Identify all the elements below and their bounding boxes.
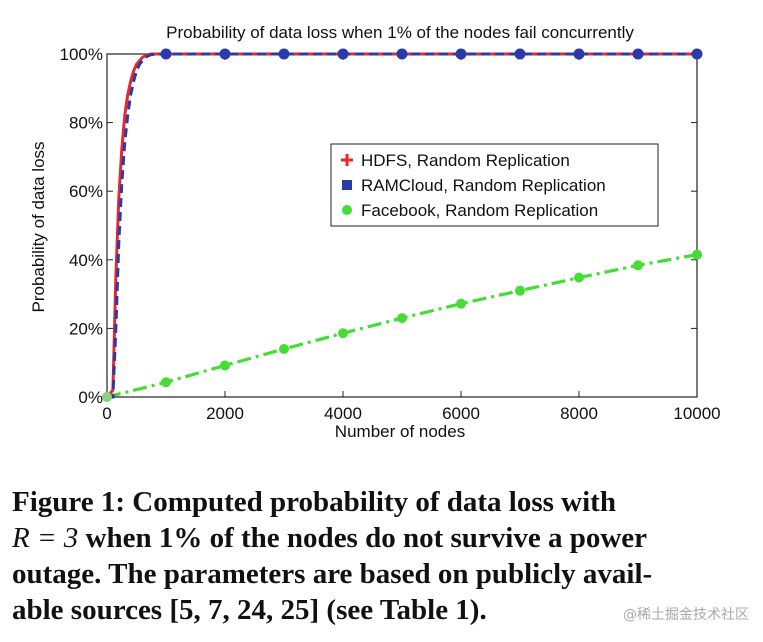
series-facebook-point bbox=[515, 285, 525, 296]
legend-entry: HDFS, Random Replication bbox=[361, 151, 570, 170]
series-facebook-point bbox=[338, 328, 348, 339]
series-facebook-point bbox=[279, 343, 289, 354]
x-tick-label: 8000 bbox=[560, 404, 598, 423]
legend-ramcloud-marker bbox=[342, 180, 352, 190]
series-ramcloud-point bbox=[632, 48, 644, 60]
legend-box bbox=[330, 143, 659, 227]
series-facebook-point bbox=[161, 377, 171, 388]
figure-caption: Figure 1: Computed probability of data l… bbox=[12, 484, 752, 628]
series-facebook-line bbox=[106, 253, 698, 399]
caption-line-1: Figure 1: Computed probability of data l… bbox=[12, 486, 616, 518]
y-tick-label: 40% bbox=[69, 251, 103, 270]
chart-figure: Probability of data loss when 1% of the … bbox=[29, 23, 721, 441]
y-tick-label: 0% bbox=[78, 388, 103, 407]
x-tick-label: 10000 bbox=[673, 404, 720, 423]
legend-facebook-marker bbox=[342, 205, 352, 215]
y-tick-label: 60% bbox=[69, 182, 103, 201]
series-ramcloud-point bbox=[514, 48, 526, 60]
series-facebook-point bbox=[633, 260, 643, 271]
series-ramcloud-point bbox=[160, 48, 172, 60]
caption-line-2: R = 3 when 1% of the nodes do not surviv… bbox=[12, 520, 752, 556]
series-facebook-point bbox=[220, 360, 230, 371]
series-ramcloud-point bbox=[396, 48, 408, 60]
series-ramcloud-point bbox=[691, 48, 703, 60]
legend-entry: Facebook, Random Replication bbox=[361, 201, 598, 220]
watermark: @稀土掘金技术社区 bbox=[623, 607, 749, 623]
plot-area: 0 2000 4000 6000 8000 10000 0% 20% 40% 60% 80% 100%… bbox=[60, 45, 721, 423]
line-chart: Probability of data loss when 1% of the … bbox=[29, 23, 721, 441]
series-facebook-point bbox=[397, 313, 407, 324]
series-ramcloud-line bbox=[107, 52, 697, 399]
series-ramcloud-point bbox=[337, 48, 349, 60]
y-tick-label: 20% bbox=[69, 319, 103, 338]
series-ramcloud-point bbox=[219, 48, 231, 60]
series-ramcloud-point bbox=[573, 48, 585, 60]
series-ramcloud-point bbox=[455, 48, 467, 60]
caption-math: R = 3 bbox=[12, 522, 79, 554]
y-axis-title: Probability of data loss bbox=[29, 141, 48, 312]
chart-title: Probability of data loss when 1% of the … bbox=[166, 23, 634, 42]
y-tick-label: 80% bbox=[69, 114, 103, 133]
origin-point bbox=[102, 392, 112, 402]
y-tick-label: 100% bbox=[60, 45, 103, 64]
caption-line-2-text: when 1% of the nodes do not survive a po… bbox=[78, 522, 648, 554]
x-tick-label: 0 bbox=[102, 404, 111, 423]
caption-line-3: outage. The parameters are based on publ… bbox=[12, 558, 653, 590]
series-facebook-point bbox=[574, 272, 584, 283]
x-tick-label: 2000 bbox=[206, 404, 244, 423]
x-axis-title: Number of nodes bbox=[335, 422, 465, 441]
legend-entry: RAMCloud, Random Replication bbox=[361, 176, 606, 195]
x-tick-label: 4000 bbox=[324, 404, 362, 423]
caption-line-4: able sources [5, 7, 24, 25] (see Table 1… bbox=[12, 594, 487, 626]
series-facebook-point bbox=[692, 249, 702, 260]
x-tick-label: 6000 bbox=[442, 404, 480, 423]
series-facebook-point bbox=[456, 298, 466, 309]
series-ramcloud-point bbox=[278, 48, 290, 60]
